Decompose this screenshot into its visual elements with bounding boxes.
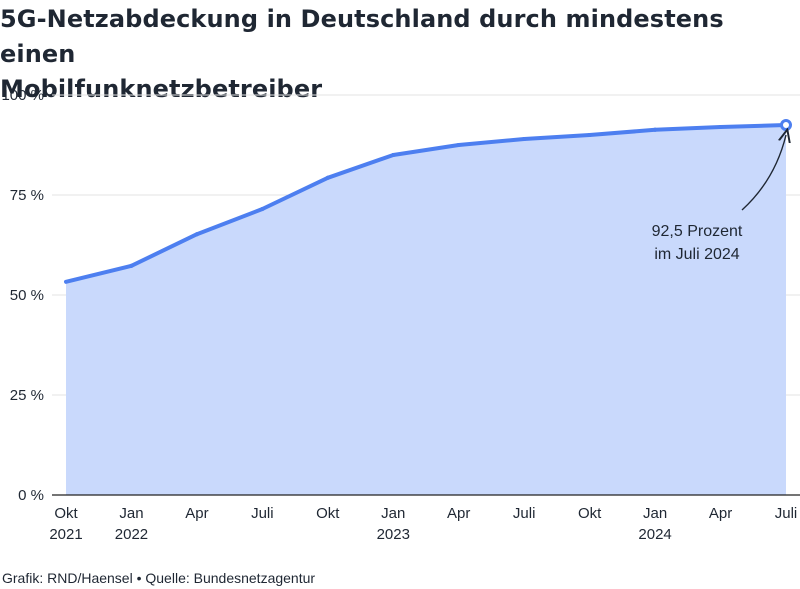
y-tick-label-75: 75 % (10, 187, 44, 204)
label-layer: 0 % 25 % 50 % 75 % 100 % Okt 2021 Jan 2022 Apr Jul… (1, 87, 797, 543)
annotation-layer: 92,5 Prozent im Juli 2024 (652, 135, 786, 263)
series-point-6 (456, 143, 461, 147)
x-tick-year-1: 2022 (115, 526, 148, 543)
y-tick-label-50: 50 % (10, 287, 44, 304)
x-tick-label-2: Apr (185, 505, 208, 522)
series-line-segment-8 (587, 127, 658, 137)
series-line-segment-10 (718, 123, 788, 129)
x-tick-label-1: Jan (119, 505, 143, 522)
series-point-3 (260, 207, 265, 211)
x-tick-year-5: 2023 (377, 526, 410, 543)
series-point-5 (391, 153, 396, 157)
series-point-1 (129, 263, 134, 268)
x-tick-label-6: Apr (447, 505, 470, 522)
series-point-7 (522, 137, 527, 141)
series-line-segment-2 (194, 207, 265, 237)
area-layer (66, 125, 786, 495)
y-tick-label-25: 25 % (10, 387, 44, 404)
series-line-segment-9 (653, 125, 723, 132)
x-tick-label-7: Juli (513, 505, 536, 522)
series-point-10 (718, 125, 723, 129)
x-tick-label-4: Okt (316, 505, 340, 522)
x-tick-label-8: Okt (578, 505, 602, 522)
series-line-segment-6 (456, 137, 527, 147)
x-tick-year-9: 2024 (638, 526, 671, 543)
x-tick-label-10: Apr (709, 505, 732, 522)
x-tick-label-11: Juli (775, 505, 798, 522)
series-line-segment-5 (391, 143, 461, 157)
y-tick-label-0: 0 % (18, 487, 44, 504)
series-line-segment-7 (522, 133, 592, 141)
series-point-9 (653, 127, 658, 132)
series-line-segment-1 (129, 232, 199, 268)
area-chart: 0 % 25 % 50 % 75 % 100 % Okt 2021 Jan 2022 Apr Jul… (1, 87, 800, 543)
area-fill (66, 125, 786, 495)
x-tick-label-9: Jan (643, 505, 667, 522)
series-line-segment-4 (325, 153, 396, 180)
x-tick-label-3: Juli (251, 505, 274, 522)
series-line-segment-0 (64, 263, 134, 284)
annotation-text-line-1: 92,5 Prozent (652, 223, 743, 240)
series-line-segment-3 (260, 175, 330, 211)
chart-title: 5G-Netzabdeckung in Deutschland durch mi… (0, 2, 800, 107)
series-point-2 (194, 232, 199, 237)
x-tick-label-0: Okt (54, 505, 78, 522)
x-tick-year-0: 2021 (49, 526, 82, 543)
source-credit: Grafik: RND/Haensel • Quelle: Bundesnetz… (2, 570, 316, 586)
series-point-4 (325, 175, 330, 180)
series-point-8 (587, 133, 592, 137)
endpoint-marker (780, 119, 792, 131)
annotation-arrow (741, 135, 786, 211)
line-layer (64, 119, 792, 284)
chart-title-line-1: 5G-Netzabdeckung in Deutschland durch mi… (0, 5, 724, 68)
x-tick-label-5: Jan (381, 505, 405, 522)
chart-title-line-2: Mobilfunknetzbetreiber (0, 75, 323, 103)
annotation-text-line-2: im Juli 2024 (654, 246, 739, 263)
y-tick-label-100: 100 % (1, 87, 44, 104)
